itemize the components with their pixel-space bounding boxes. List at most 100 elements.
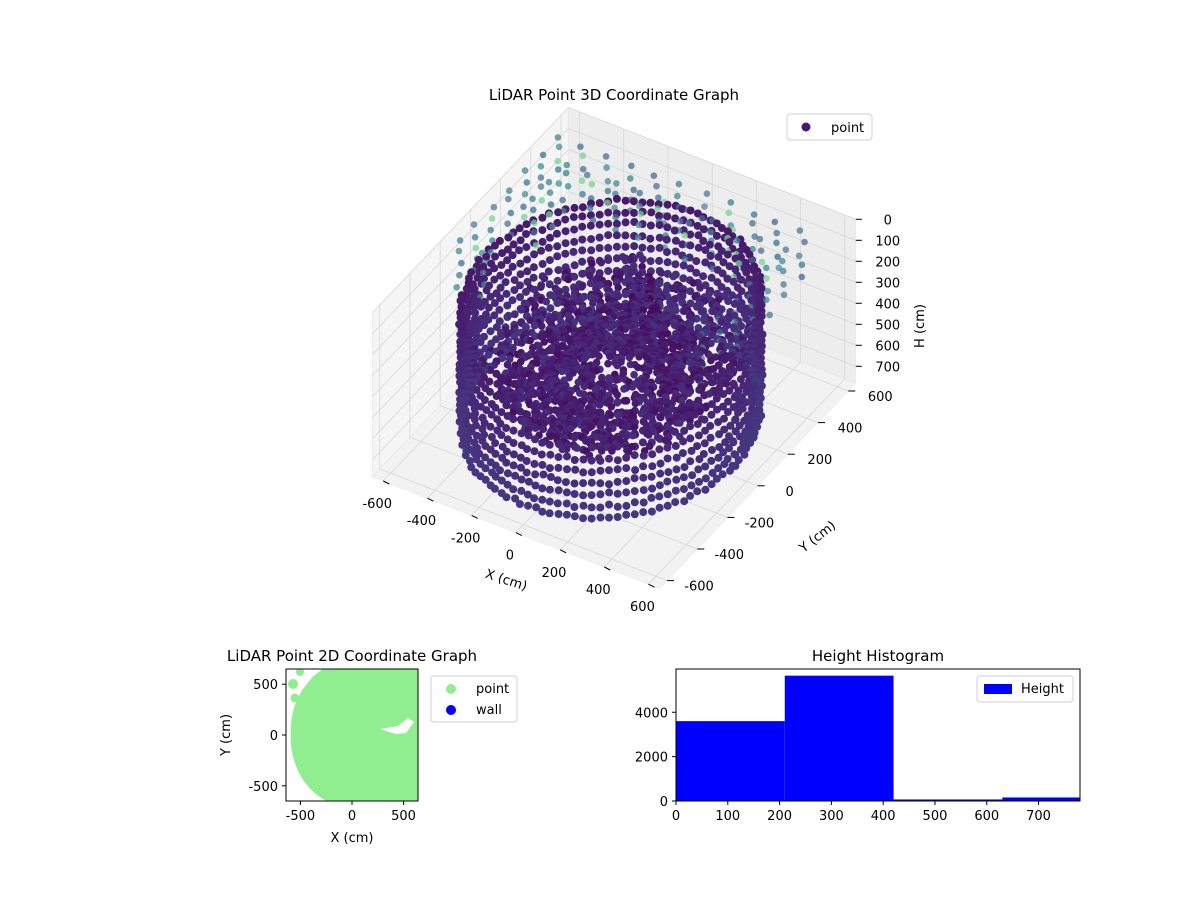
- data-point-3d: [798, 273, 806, 281]
- data-point-3d: [680, 426, 689, 435]
- data-point-3d: [686, 264, 695, 273]
- chart-2d: LiDAR Point 2D Coordinate Graph -500 0 500…: [219, 647, 518, 846]
- data-point-3d: [605, 513, 613, 522]
- data-point-3d: [482, 406, 491, 415]
- data-point-3d: [613, 513, 622, 521]
- data-point-3d: [522, 243, 531, 252]
- data-point-3d: [507, 209, 515, 217]
- data-point-3d: [646, 221, 655, 230]
- legend-2d: point wall: [430, 675, 518, 723]
- z-tick-label-3d: 400: [875, 297, 900, 312]
- data-point-3d: [725, 314, 733, 323]
- y-tick-label-2d: 0: [270, 729, 278, 744]
- data-point-3d: [570, 203, 579, 212]
- data-point-3d: [503, 435, 512, 444]
- data-point-3d: [520, 203, 527, 211]
- data-point-3d: [579, 491, 588, 500]
- data-point-3d: [741, 370, 750, 378]
- data-point-3d: [466, 456, 474, 465]
- data-point-3d: [515, 224, 524, 233]
- data-point-3d: [561, 239, 570, 248]
- data-point-3d: [480, 418, 489, 427]
- data-point-3d: [485, 387, 494, 396]
- z-tick-label-3d: 600: [875, 339, 900, 354]
- data-point-3d: [554, 510, 563, 518]
- data-point-3d: [551, 397, 560, 406]
- data-point-3d: [471, 308, 480, 317]
- data-point-3d: [529, 273, 538, 282]
- data-point-3d: [497, 261, 506, 269]
- data-point-3d: [679, 485, 688, 494]
- data-point-3d: [570, 237, 579, 246]
- data-point-3d: [657, 269, 666, 277]
- data-point-3d: [644, 431, 653, 439]
- data-point-3d: [546, 233, 554, 242]
- data-point-3d: [701, 462, 710, 471]
- data-point-3d: [604, 359, 612, 368]
- data-point-3d: [695, 332, 704, 341]
- data-point-3d: [730, 393, 739, 402]
- data-point-3d: [546, 450, 555, 459]
- histogram-bar: [893, 799, 1003, 801]
- y-tick-label-3d: 400: [838, 422, 863, 437]
- data-point-3d: [612, 242, 621, 251]
- data-point-3d: [522, 230, 530, 238]
- points-3d: [453, 134, 808, 523]
- data-point-3d: [491, 403, 500, 412]
- data-point-3d: [701, 258, 710, 267]
- data-point-3d: [671, 247, 680, 256]
- data-point-3d: [693, 487, 702, 496]
- data-point-3d: [490, 299, 499, 308]
- data-point-3d: [561, 227, 570, 236]
- data-point-3d: [553, 276, 562, 285]
- data-point-3d: [523, 267, 532, 276]
- data-point-3d: [547, 432, 555, 441]
- data-point-3d: [530, 494, 539, 503]
- data-point-3d: [545, 211, 553, 218]
- data-point-3d: [487, 339, 496, 348]
- data-point-3d: [570, 503, 579, 511]
- data-point-3d: [748, 257, 756, 264]
- data-point-3d: [612, 194, 621, 203]
- data-point-3d: [629, 197, 638, 206]
- data-point-3d: [621, 208, 630, 217]
- data-point-3d: [471, 398, 480, 407]
- data-point-3d: [622, 453, 631, 462]
- data-point-3d: [747, 296, 756, 305]
- data-point-3d: [547, 201, 555, 208]
- z-tick-label-3d: 500: [875, 318, 900, 333]
- data-point-3d: [656, 469, 665, 478]
- x-tick-label-histogram: 400: [871, 809, 896, 824]
- data-point-3d: [747, 393, 756, 401]
- data-point-3d: [604, 208, 613, 217]
- data-point-3d: [508, 296, 517, 305]
- data-point-3d: [496, 419, 505, 428]
- data-point-3d: [490, 241, 499, 250]
- data-point-3d: [596, 479, 605, 488]
- data-point-3d: [531, 481, 540, 490]
- data-point-3d: [490, 311, 499, 320]
- data-point-3d: [604, 199, 611, 207]
- data-point-3d: [796, 227, 804, 234]
- data-point-3d: [630, 242, 639, 251]
- data-point-3d: [735, 421, 744, 430]
- data-point-3d: [613, 502, 622, 511]
- data-point-3d: [487, 410, 496, 419]
- data-point-3d: [701, 474, 710, 483]
- data-point-3d: [737, 275, 746, 284]
- x-tick-label-histogram: 300: [819, 809, 844, 824]
- data-point-3d: [540, 274, 549, 283]
- data-point-3d: [620, 397, 629, 405]
- data-point-3d: [612, 376, 620, 384]
- data-point-3d: [481, 475, 490, 484]
- x-tick-mark-3d: [648, 583, 655, 588]
- data-point-3d: [561, 478, 570, 487]
- data-point-3d: [537, 246, 546, 255]
- data-point-3d: [506, 187, 513, 194]
- y-tick-label-2d: -500: [248, 780, 278, 795]
- data-point-3d: [586, 221, 595, 230]
- x-tick-label-2d: 500: [391, 809, 416, 824]
- x-tick-label-3d: -200: [451, 531, 481, 546]
- data-point-3d: [655, 481, 664, 490]
- data-point-3d: [579, 479, 588, 488]
